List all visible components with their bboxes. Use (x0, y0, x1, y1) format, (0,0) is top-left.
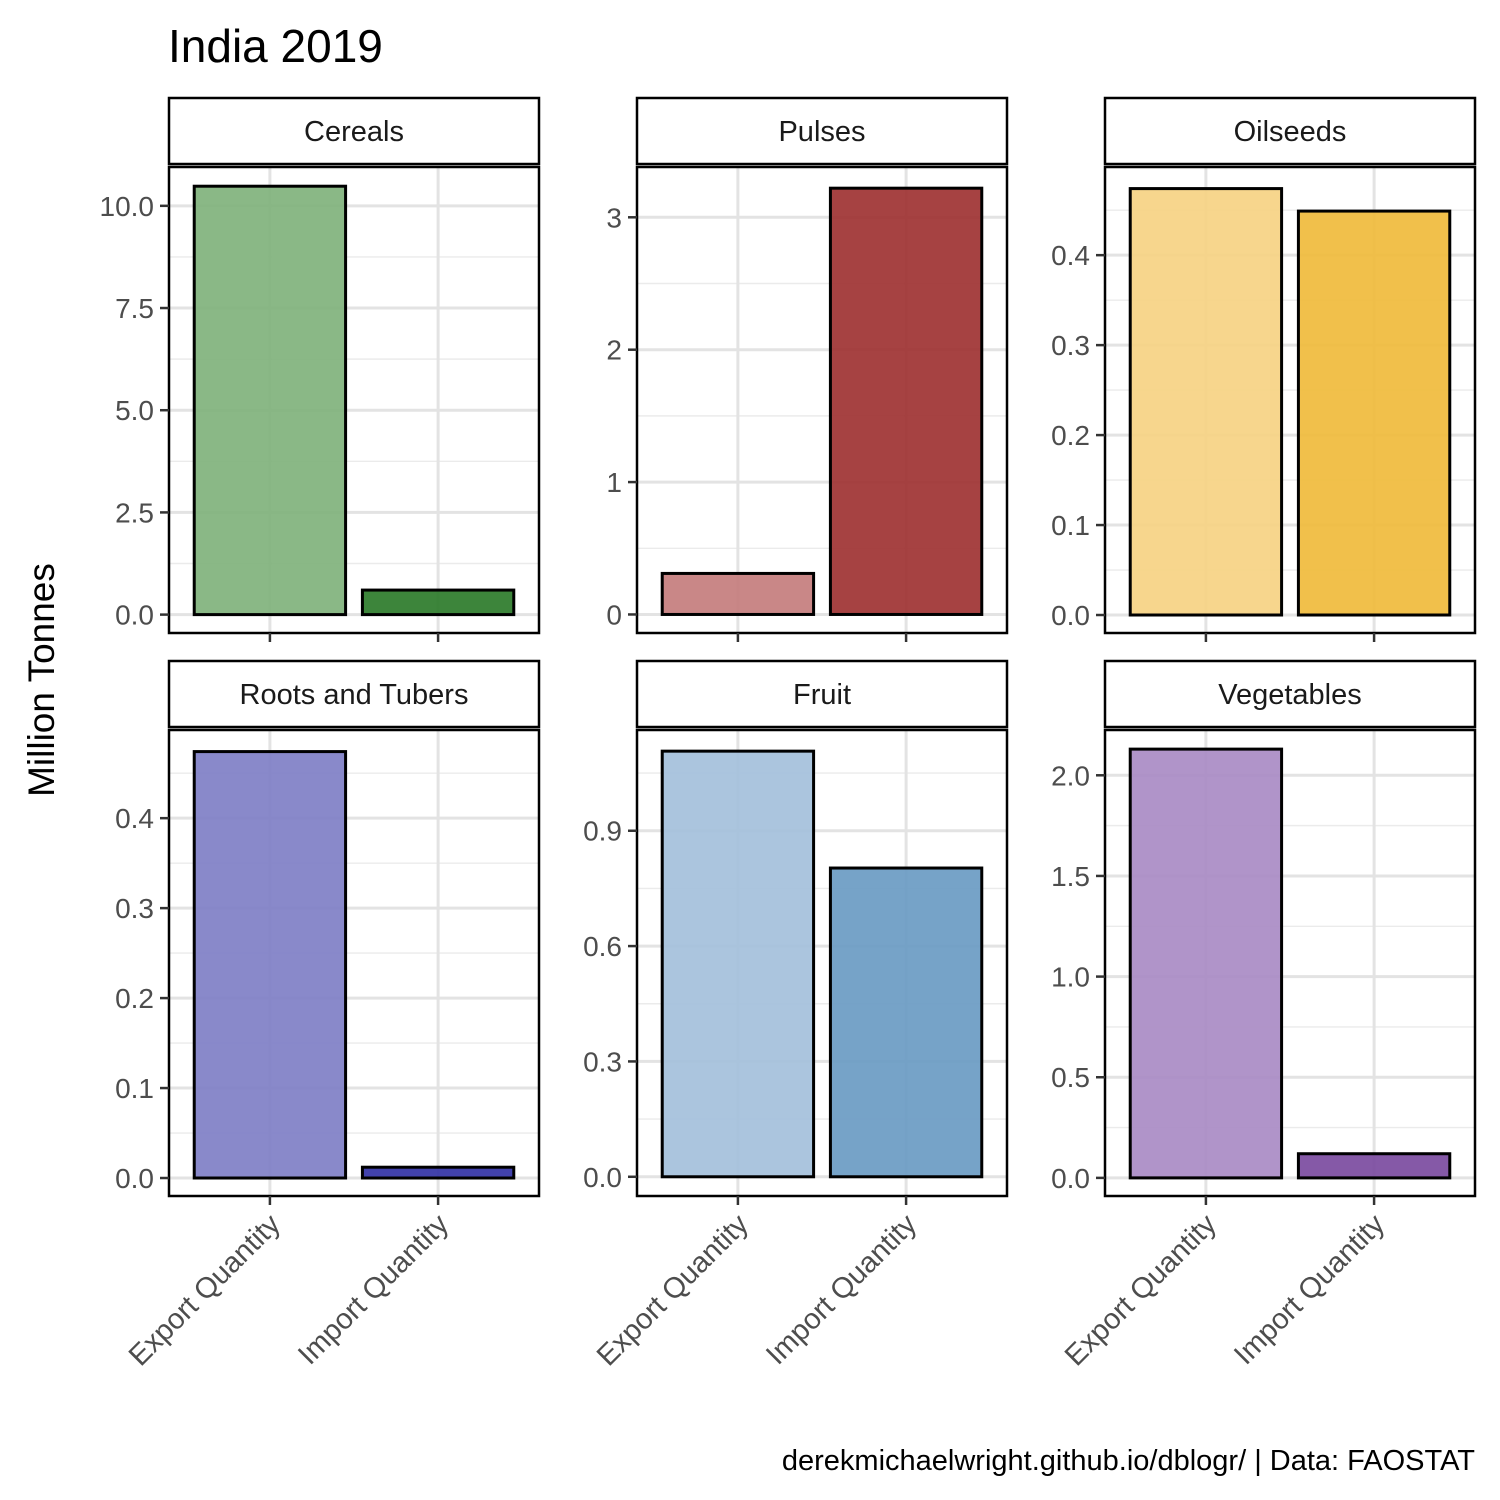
strip-roots-and-tubers (167, 659, 541, 729)
y-tick-label: 0.3 (583, 1046, 622, 1077)
y-tick-label: 0.3 (115, 893, 154, 924)
panel-cereals: Cereals 0.0 2.5 5.0 7.5 10.0 (100, 96, 541, 642)
chart-title: India 2019 (168, 20, 383, 72)
bar-cereals-import-quantity (360, 588, 516, 617)
strip-label-vegetables: Vegetables (1218, 679, 1362, 711)
strip-label-roots-and-tubers: Roots and Tubers (240, 679, 469, 711)
y-tick-label: 0.0 (1051, 1163, 1090, 1194)
y-tick-label: 0.0 (115, 1163, 154, 1194)
panel-border-fruit (635, 728, 1009, 1198)
strip-label-fruit: Fruit (793, 679, 851, 711)
y-tick-label: 0 (606, 599, 622, 630)
y-tick-label: 3 (606, 202, 622, 233)
bar-oilseeds-import-quantity (1296, 209, 1452, 617)
y-tick-label: 0.2 (1051, 420, 1090, 451)
y-tick-label: 0.4 (1051, 240, 1090, 271)
bar-fruit-export-quantity (660, 749, 816, 1179)
y-tick-label: 0.0 (583, 1162, 622, 1193)
y-tick-label: 1 (606, 467, 622, 498)
y-tick-label: 0.0 (1051, 600, 1090, 631)
y-tick-label: 1.0 (1051, 962, 1090, 993)
strip-label-pulses: Pulses (778, 116, 865, 148)
y-tick-label: 2.5 (115, 497, 154, 528)
panel-pulses: Pulses 0 1 2 3 (606, 96, 1009, 642)
chart-caption: derekmichaelwright.github.io/dblogr/ | D… (782, 1445, 1475, 1477)
y-tick-label: 0.4 (115, 803, 154, 834)
y-tick-label: 10.0 (100, 191, 155, 222)
panel-border-pulses (635, 165, 1009, 635)
bar-oilseeds-export-quantity (1128, 187, 1284, 617)
strip-label-cereals: Cereals (304, 116, 404, 148)
y-tick-label: 0.3 (1051, 330, 1090, 361)
panel-border-vegetables (1103, 728, 1477, 1198)
panel-border-oilseeds (1103, 165, 1477, 635)
bar-pulses-export-quantity (660, 571, 816, 616)
strip-cereals (167, 96, 541, 166)
strip-fruit (635, 659, 1009, 729)
strip-pulses (635, 96, 1009, 166)
bar-roots-and-tubers-import-quantity (360, 1165, 516, 1180)
strip-label-oilseeds: Oilseeds (1234, 116, 1347, 148)
y-tick-label: 0.2 (115, 983, 154, 1014)
y-tick-label: 2 (606, 335, 622, 366)
y-tick-label: 7.5 (115, 293, 154, 324)
y-tick-label: 0.6 (583, 931, 622, 962)
y-tick-label: 0.1 (115, 1073, 154, 1104)
y-axis-label: Million Tonnes (21, 563, 62, 797)
y-tick-label: 0.0 (115, 600, 154, 631)
y-tick-label: 2.0 (1051, 760, 1090, 791)
y-tick-label: 5.0 (115, 395, 154, 426)
strip-vegetables (1103, 659, 1477, 729)
panel-oilseeds: Oilseeds 0.0 0.1 0.2 0.3 0.4 (1051, 96, 1477, 642)
bar-vegetables-export-quantity (1128, 747, 1284, 1180)
panel-border-roots-and-tubers (167, 728, 541, 1198)
y-tick-label: 0.9 (583, 816, 622, 847)
y-tick-label: 0.1 (1051, 510, 1090, 541)
bar-pulses-import-quantity (828, 186, 984, 616)
bar-cereals-export-quantity (192, 184, 348, 617)
bar-roots-and-tubers-export-quantity (192, 750, 348, 1180)
y-tick-label: 0.5 (1051, 1062, 1090, 1093)
strip-oilseeds (1103, 96, 1477, 166)
y-tick-label: 1.5 (1051, 861, 1090, 892)
panel-border-cereals (167, 165, 541, 635)
bar-vegetables-import-quantity (1296, 1152, 1452, 1180)
bar-fruit-import-quantity (828, 866, 984, 1179)
